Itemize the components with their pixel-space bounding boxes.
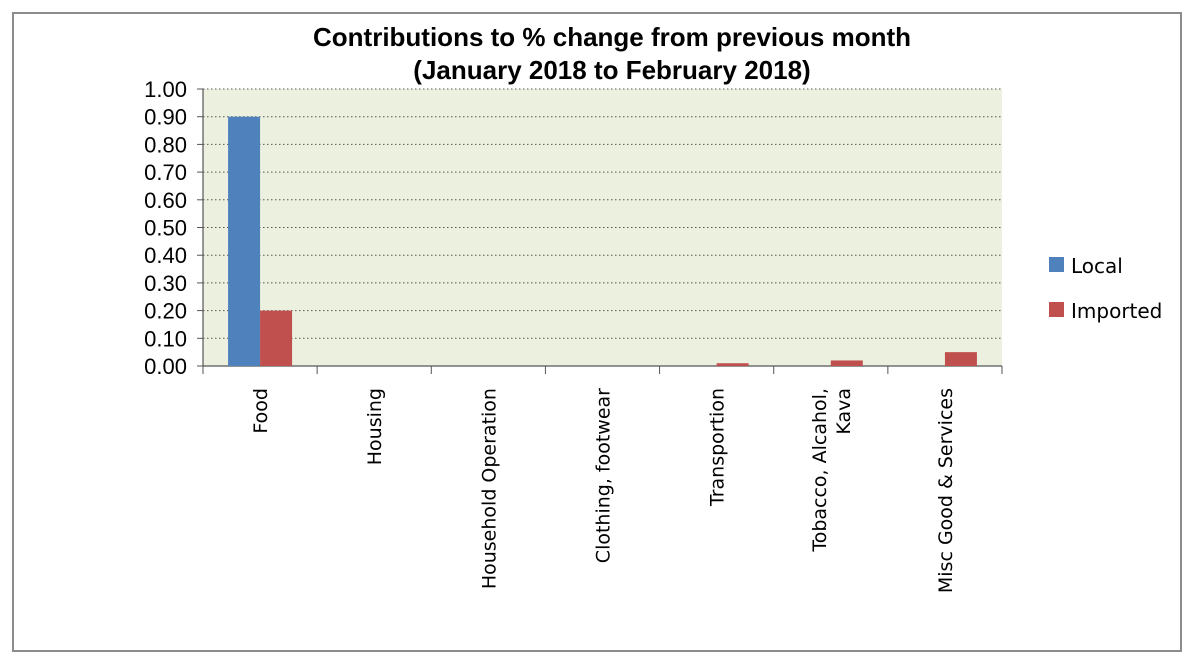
legend-swatch-imported (1049, 302, 1064, 317)
chart-title: Contributions to % change from previous … (313, 22, 911, 52)
y-tick-label: 0.50 (144, 216, 187, 241)
bar-local-0 (228, 116, 261, 366)
legend-label-imported: Imported (1071, 299, 1162, 323)
y-tick-label: 0.30 (144, 271, 187, 296)
y-tick-label: 0.90 (144, 105, 187, 130)
x-category-label: Household Operation (478, 388, 500, 589)
plot-area: 0.00 0.100.20 0.30 0.400.50 0.60 0.70 0.800.90… (144, 77, 1003, 593)
y-tick-label: 0.20 (144, 299, 187, 324)
y-tick-label: 0.60 (144, 188, 187, 213)
x-category-label: Clothing, footwear (593, 388, 615, 563)
y-tick-label: 0.80 (144, 132, 187, 157)
y-tick-label: 0.40 (144, 243, 187, 268)
x-category-label: Kava (833, 388, 855, 435)
x-category-label: Transportion (707, 388, 729, 507)
bar-imported-6 (944, 352, 977, 366)
plot-background (203, 89, 1002, 366)
y-tick-label: 0.00 (144, 354, 187, 379)
legend-swatch-local (1049, 257, 1064, 272)
x-category-label: Food (250, 388, 272, 434)
bar-imported-4 (716, 363, 749, 366)
x-category-label: Housing (364, 388, 386, 465)
bar-imported-5 (830, 360, 863, 366)
chart-subtitle: (January 2018 to February 2018) (413, 55, 810, 85)
y-tick-label: 1.00 (144, 77, 187, 102)
legend-label-local: Local (1071, 254, 1123, 278)
x-category-label: Tobacco, Alcahol, (809, 388, 831, 553)
bar-imported-0 (260, 310, 293, 366)
y-tick-label: 0.10 (144, 326, 187, 351)
x-category-label: Misc Good & Services (935, 388, 957, 593)
legend: Local Imported (1049, 254, 1162, 323)
y-tick-label: 0.70 (144, 160, 187, 185)
